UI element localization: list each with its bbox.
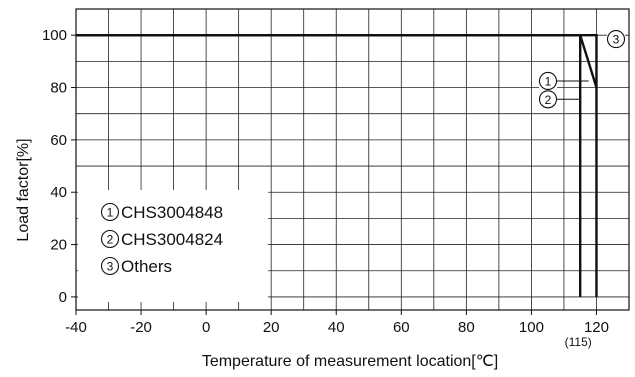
callout-number-1: 1 xyxy=(545,74,552,88)
x-tick-label: 80 xyxy=(458,319,475,336)
legend-marker-number: 2 xyxy=(107,233,114,247)
callout-marker-3 xyxy=(606,30,626,49)
x-tick-label: 60 xyxy=(393,319,410,336)
legend-label: CHS3004824 xyxy=(121,230,223,249)
callout-marker-2 xyxy=(538,90,558,109)
callout-number-2: 2 xyxy=(545,93,552,107)
callout-number-3: 3 xyxy=(613,33,620,47)
plot-border xyxy=(75,8,630,311)
legend-marker-number: 1 xyxy=(107,206,114,220)
legend-marker-2 xyxy=(100,229,120,249)
y-tick-label: 60 xyxy=(50,132,67,149)
x-tick-label: -20 xyxy=(130,319,152,336)
y-tick-label: 40 xyxy=(50,184,67,201)
y-tick-label: 20 xyxy=(50,237,67,254)
series-lines xyxy=(76,33,598,297)
y-axis-title: Load factor[%] xyxy=(15,138,32,241)
callout-marker-1 xyxy=(538,71,558,91)
series-callouts: 1 2 3 xyxy=(538,30,626,109)
tick-labels: -40 -20 0 20 40 60 80 100 120 0 20 40 60 80 100 (115) xyxy=(42,27,609,349)
legend-marker-3 xyxy=(100,256,120,276)
x-axis-title: Temperature of measurement location[℃] xyxy=(202,353,498,370)
x-tick-label: 0 xyxy=(202,319,210,336)
callout-bg-3 xyxy=(607,30,625,49)
plot-frame xyxy=(71,8,630,315)
y-tick-label: 80 xyxy=(50,80,67,97)
x-tick-label: 120 xyxy=(584,319,609,336)
x-tick-label: 100 xyxy=(519,319,544,336)
legend-marker-number: 3 xyxy=(107,260,114,274)
x-tick-label: 40 xyxy=(328,319,345,336)
x-tick-label: 20 xyxy=(263,319,280,336)
legend-label: CHS3004848 xyxy=(121,203,223,222)
grid xyxy=(76,9,629,310)
legend-box xyxy=(78,190,268,302)
y-tick-label: 100 xyxy=(42,27,67,44)
y-tick-label: 0 xyxy=(59,289,67,306)
series-line-3 xyxy=(76,33,598,297)
callout-bg-1 xyxy=(539,71,557,90)
legend-label: Others xyxy=(121,257,172,276)
x-tick-label: -40 xyxy=(65,319,87,336)
callout-bg-2 xyxy=(539,90,557,109)
legend-marker-1 xyxy=(100,202,120,222)
legend: 1 CHS3004848 2 CHS3004824 3 Others xyxy=(78,190,268,302)
x-extra-annotation: (115) xyxy=(565,335,592,349)
